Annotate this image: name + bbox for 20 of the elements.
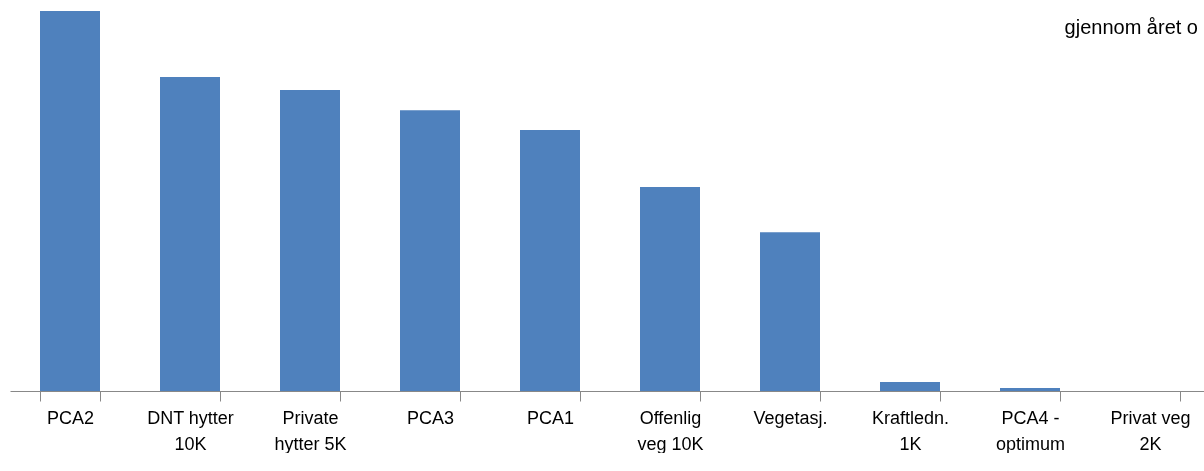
bar xyxy=(640,186,700,391)
bar xyxy=(760,232,820,391)
x-tick-label: Offenlig veg 10K xyxy=(637,407,704,454)
x-tick-label: PCA1 xyxy=(526,407,575,428)
x-tick-label: DNT hytter 10K xyxy=(147,407,234,454)
x-tick-label: PCA3 xyxy=(406,407,455,428)
bar xyxy=(400,110,460,391)
x-tick-label: PCA4 - optimum xyxy=(995,407,1066,454)
x-tick-label: Vegetasj. xyxy=(753,407,828,428)
x-tick-label: PCA2 xyxy=(46,407,95,428)
bar xyxy=(880,381,940,391)
bar xyxy=(280,90,340,391)
bar xyxy=(520,129,580,391)
bar xyxy=(40,11,100,391)
annotation: gjennom året o xyxy=(1064,16,1198,39)
bar xyxy=(1000,387,1060,391)
x-tick-label: Privat veg 2K xyxy=(1110,407,1191,454)
x-tick-label: Kraftledn. 1K xyxy=(871,407,950,454)
x-tick-label: Private hytter 5K xyxy=(274,407,347,454)
bar xyxy=(160,77,220,391)
